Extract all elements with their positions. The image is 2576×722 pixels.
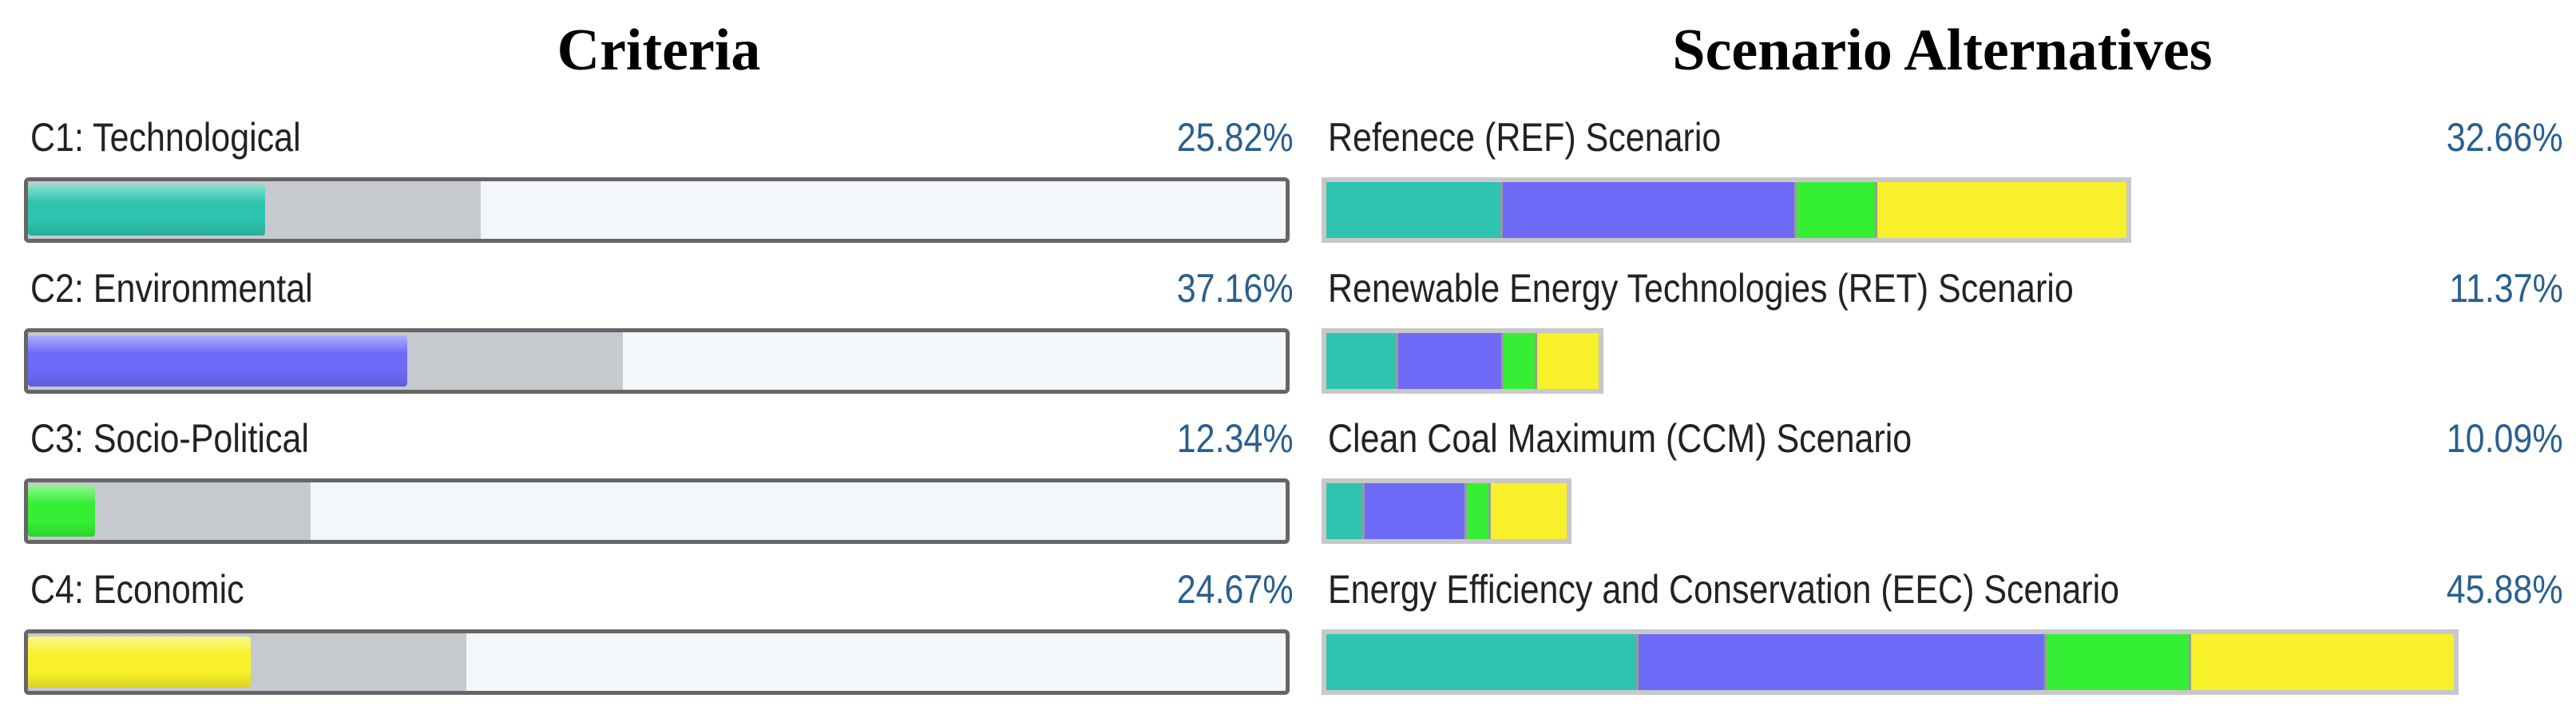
alternative-stacked-bar bbox=[1322, 478, 1572, 544]
alternative-bar-segment bbox=[1638, 634, 2047, 690]
criteria-row: C4: Economic 24.67% bbox=[24, 564, 1294, 714]
alternative-bar-segment bbox=[1326, 483, 1365, 539]
criteria-bar bbox=[28, 486, 96, 537]
criteria-bar-track bbox=[24, 177, 1290, 243]
alternative-bar-segment bbox=[1326, 182, 1503, 238]
alternative-bar-segment bbox=[2191, 634, 2455, 690]
alternative-stacked-bar bbox=[1322, 629, 2459, 695]
criteria-title: Criteria bbox=[557, 18, 761, 83]
alternative-value-label: 11.37% bbox=[2449, 266, 2563, 311]
criteria-row: C1: Technological 25.82% bbox=[24, 112, 1294, 262]
criteria-value-label: 37.16% bbox=[1177, 266, 1294, 311]
alternative-row: Energy Efficiency and Conservation (EEC)… bbox=[1322, 564, 2563, 714]
alternative-bar-segment bbox=[1536, 333, 1599, 389]
criteria-bar-track bbox=[24, 328, 1290, 394]
alternative-row: Renewable Energy Technologies (RET) Scen… bbox=[1322, 263, 2563, 413]
alternative-bar-segment bbox=[1397, 333, 1504, 389]
alternative-bar-segment bbox=[1490, 483, 1567, 539]
alternative-label: Renewable Energy Technologies (RET) Scen… bbox=[1328, 266, 2074, 311]
criteria-label: C2: Environmental bbox=[30, 266, 313, 311]
criteria-bar bbox=[28, 184, 265, 236]
alternative-bar-segment bbox=[1326, 634, 1639, 690]
criteria-label: C3: Socio-Political bbox=[30, 416, 309, 461]
alternative-bar-segment bbox=[1502, 182, 1797, 238]
alternatives-panel: Scenario Alternatives Refenece (REF) Sce… bbox=[1322, 0, 2563, 722]
alternative-label: Clean Coal Maximum (CCM) Scenario bbox=[1328, 416, 1912, 461]
alternative-value-label: 10.09% bbox=[2447, 416, 2563, 461]
criteria-bar bbox=[28, 637, 251, 688]
alternative-bar-segment bbox=[1326, 333, 1398, 389]
alternative-bar-segment bbox=[1364, 483, 1468, 539]
criteria-label: C1: Technological bbox=[30, 115, 301, 160]
criteria-value-label: 24.67% bbox=[1177, 567, 1294, 612]
criteria-bar-track bbox=[24, 629, 1290, 695]
criteria-value-label: 25.82% bbox=[1177, 115, 1294, 160]
alternative-bar-segment bbox=[1796, 182, 1878, 238]
alternative-bar-segment bbox=[1467, 483, 1491, 539]
alternative-value-label: 45.88% bbox=[2447, 567, 2563, 612]
alternative-label: Refenece (REF) Scenario bbox=[1328, 115, 1722, 160]
criteria-row: C3: Socio-Political 12.34% bbox=[24, 413, 1294, 563]
alternatives-title: Scenario Alternatives bbox=[1672, 18, 2213, 83]
alternative-stacked-bar bbox=[1322, 177, 2131, 243]
criteria-label: C4: Economic bbox=[30, 567, 244, 612]
criteria-row: C2: Environmental 37.16% bbox=[24, 263, 1294, 413]
criteria-bar bbox=[28, 335, 408, 387]
alternative-bar-segment bbox=[1503, 333, 1537, 389]
criteria-panel: Criteria C1: Technological 25.82% C2: Envi… bbox=[24, 0, 1294, 722]
alternative-row: Clean Coal Maximum (CCM) Scenario 10.09% bbox=[1322, 413, 2563, 563]
alternative-bar-segment bbox=[2046, 634, 2192, 690]
alternative-stacked-bar bbox=[1322, 328, 1603, 394]
alternative-bar-segment bbox=[1877, 182, 2126, 238]
alternative-label: Energy Efficiency and Conservation (EEC)… bbox=[1328, 567, 2120, 612]
criteria-value-label: 12.34% bbox=[1177, 416, 1294, 461]
criteria-bar-track bbox=[24, 478, 1290, 544]
alternative-row: Refenece (REF) Scenario 32.66% bbox=[1322, 112, 2563, 262]
alternative-value-label: 32.66% bbox=[2447, 115, 2563, 160]
